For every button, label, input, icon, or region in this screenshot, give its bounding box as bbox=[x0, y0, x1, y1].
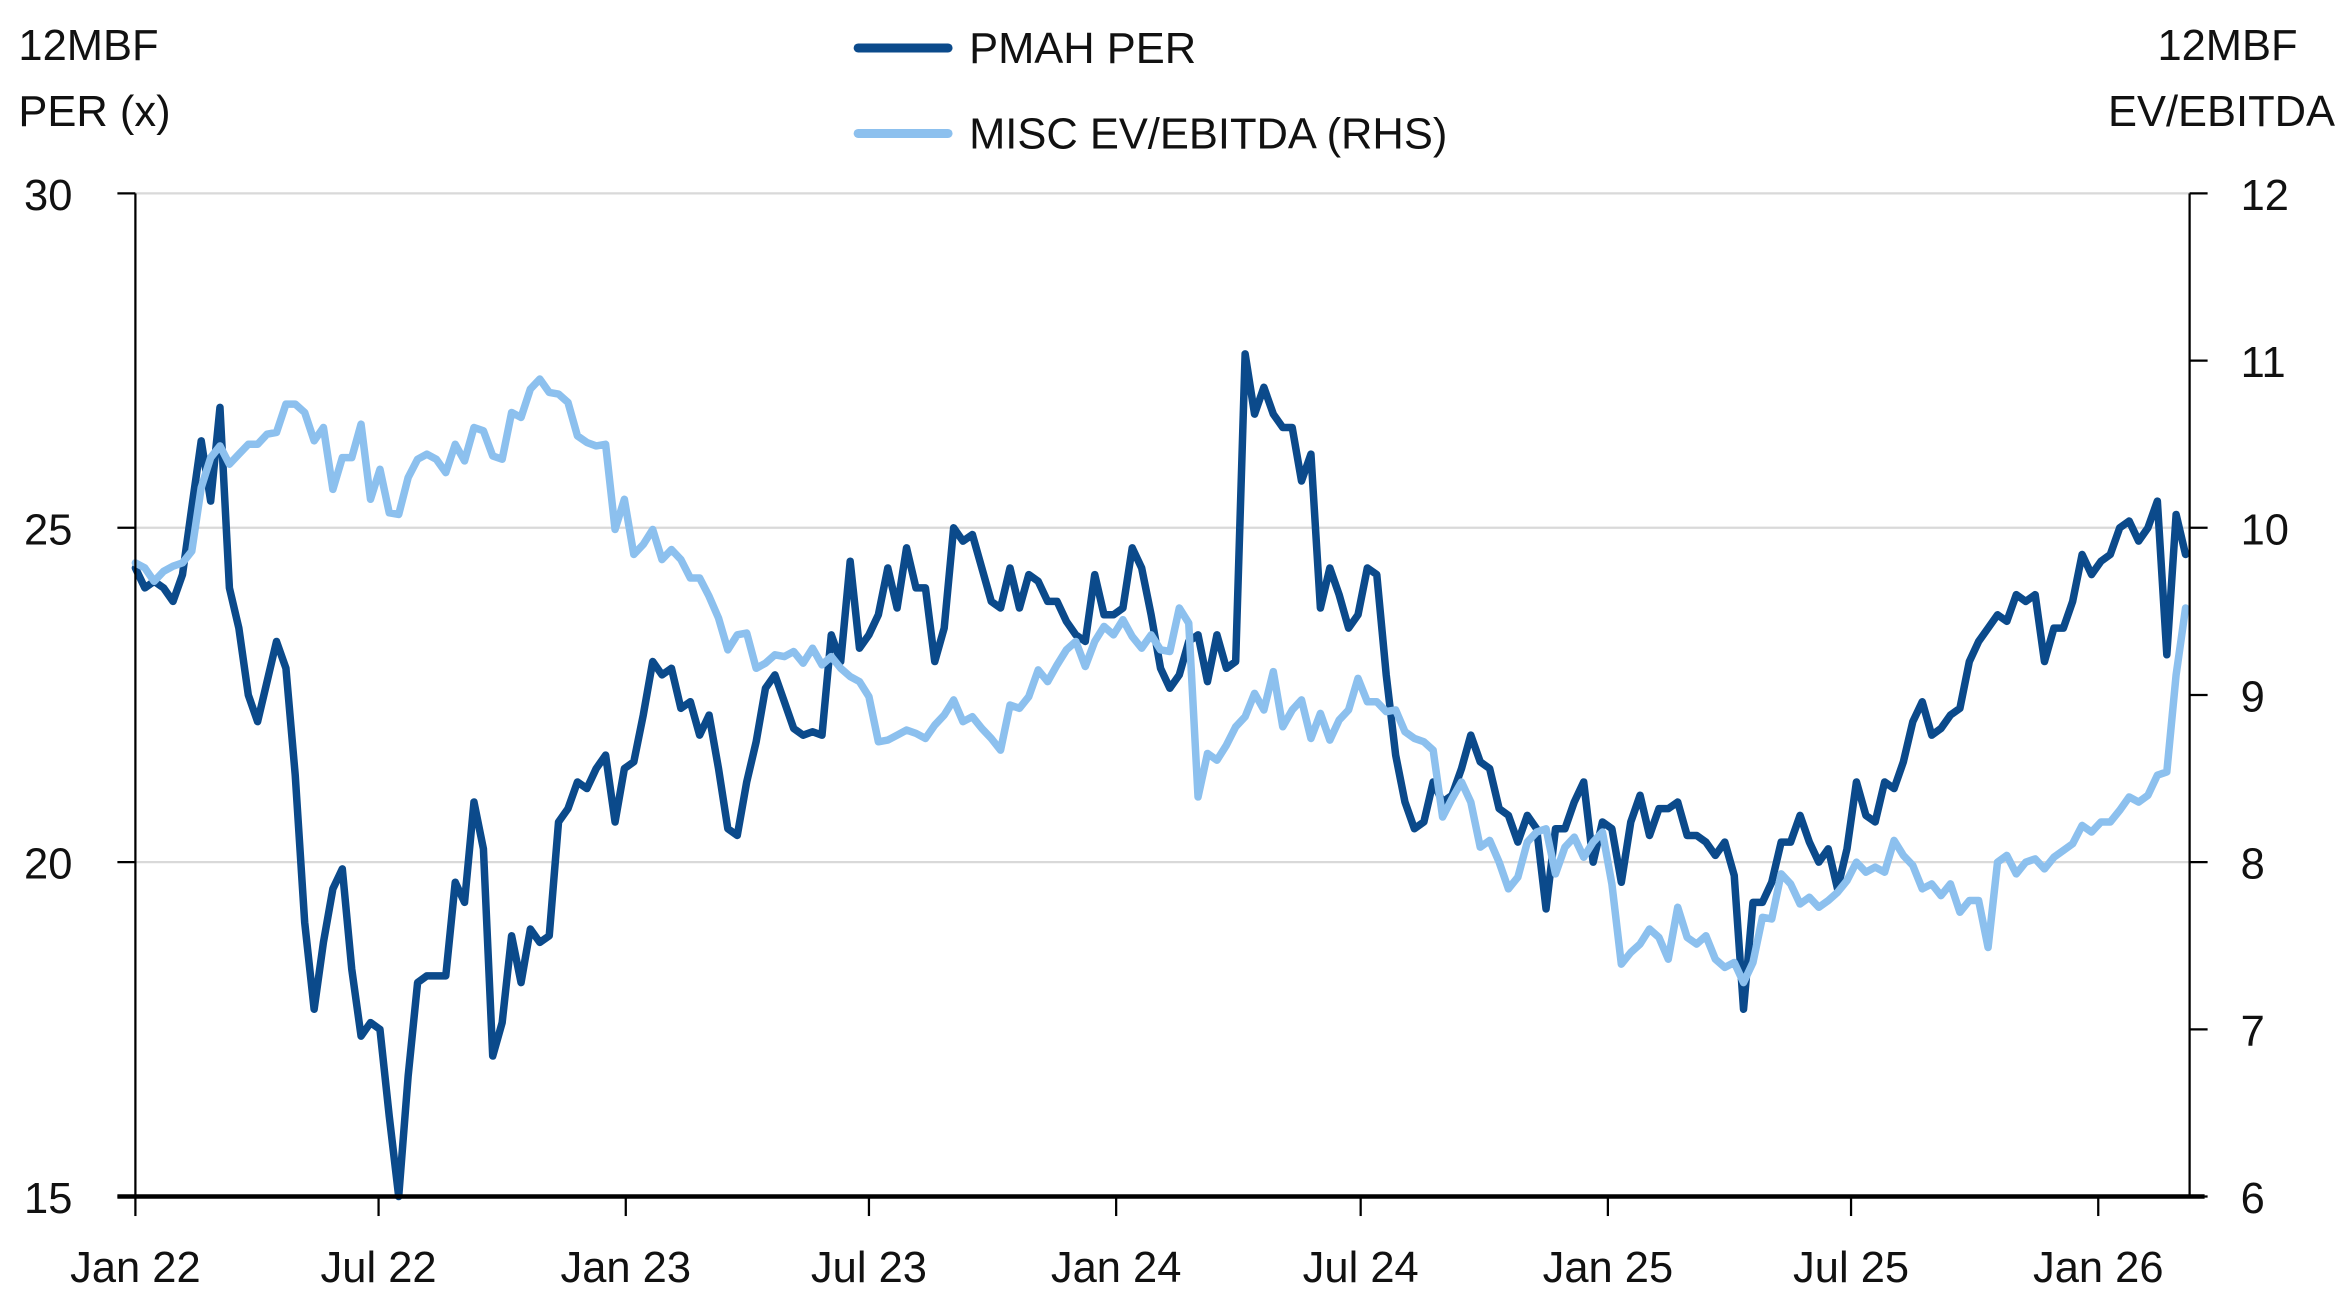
right-axis-title-line2: EV/EBITDA bbox=[2108, 88, 2335, 136]
x-tick-label: Jan 22 bbox=[70, 1244, 201, 1292]
axes bbox=[117, 192, 2208, 1217]
right-tick-label: 7 bbox=[2241, 1008, 2265, 1056]
series-line-pmah-per bbox=[131, 350, 2190, 1201]
left-axis-title-line1: 12MBF bbox=[18, 22, 158, 70]
legend-label-misc-ev-ebitda: MISC EV/EBITDA (RHS) bbox=[969, 110, 1447, 158]
x-tick-label: Jan 23 bbox=[561, 1244, 692, 1292]
x-tick-label: Jan 25 bbox=[1543, 1244, 1674, 1292]
right-tick-label: 6 bbox=[2241, 1175, 2265, 1223]
right-tick-label: 8 bbox=[2241, 841, 2265, 889]
tick-labels: 30 25 20 15 12 11 10 9 8 7 6 Jan 22 Jul 22 Jan 23 Jul … bbox=[24, 172, 2289, 1292]
right-tick-label: 10 bbox=[2241, 506, 2289, 554]
x-tick-label: Jul 25 bbox=[1793, 1244, 1909, 1292]
legend-label-pmah-per: PMAH PER bbox=[969, 25, 1196, 73]
right-tick-label: 12 bbox=[2241, 172, 2289, 220]
x-tick-label: Jul 24 bbox=[1303, 1244, 1419, 1292]
left-tick-label: 25 bbox=[24, 506, 72, 554]
x-tick-label: Jan 24 bbox=[1051, 1244, 1182, 1292]
series-line-misc-ev-ebitda bbox=[131, 375, 2190, 987]
x-tick-label: Jul 23 bbox=[811, 1244, 927, 1292]
left-tick-label: 30 bbox=[24, 172, 72, 220]
gridlines bbox=[135, 192, 2190, 864]
x-tick-label: Jan 26 bbox=[2033, 1244, 2164, 1292]
left-axis-title-line2: PER (x) bbox=[18, 88, 170, 136]
series-lines bbox=[131, 350, 2190, 1201]
right-axis-title-line1: 12MBF bbox=[2157, 22, 2297, 70]
left-tick-label: 15 bbox=[24, 1175, 72, 1223]
right-tick-label: 9 bbox=[2241, 673, 2265, 721]
x-tick-label: Jul 22 bbox=[321, 1244, 437, 1292]
right-tick-label: 11 bbox=[2241, 339, 2286, 387]
left-tick-label: 20 bbox=[24, 841, 72, 889]
legend: PMAH PER MISC EV/EBITDA (RHS) bbox=[853, 25, 1447, 158]
